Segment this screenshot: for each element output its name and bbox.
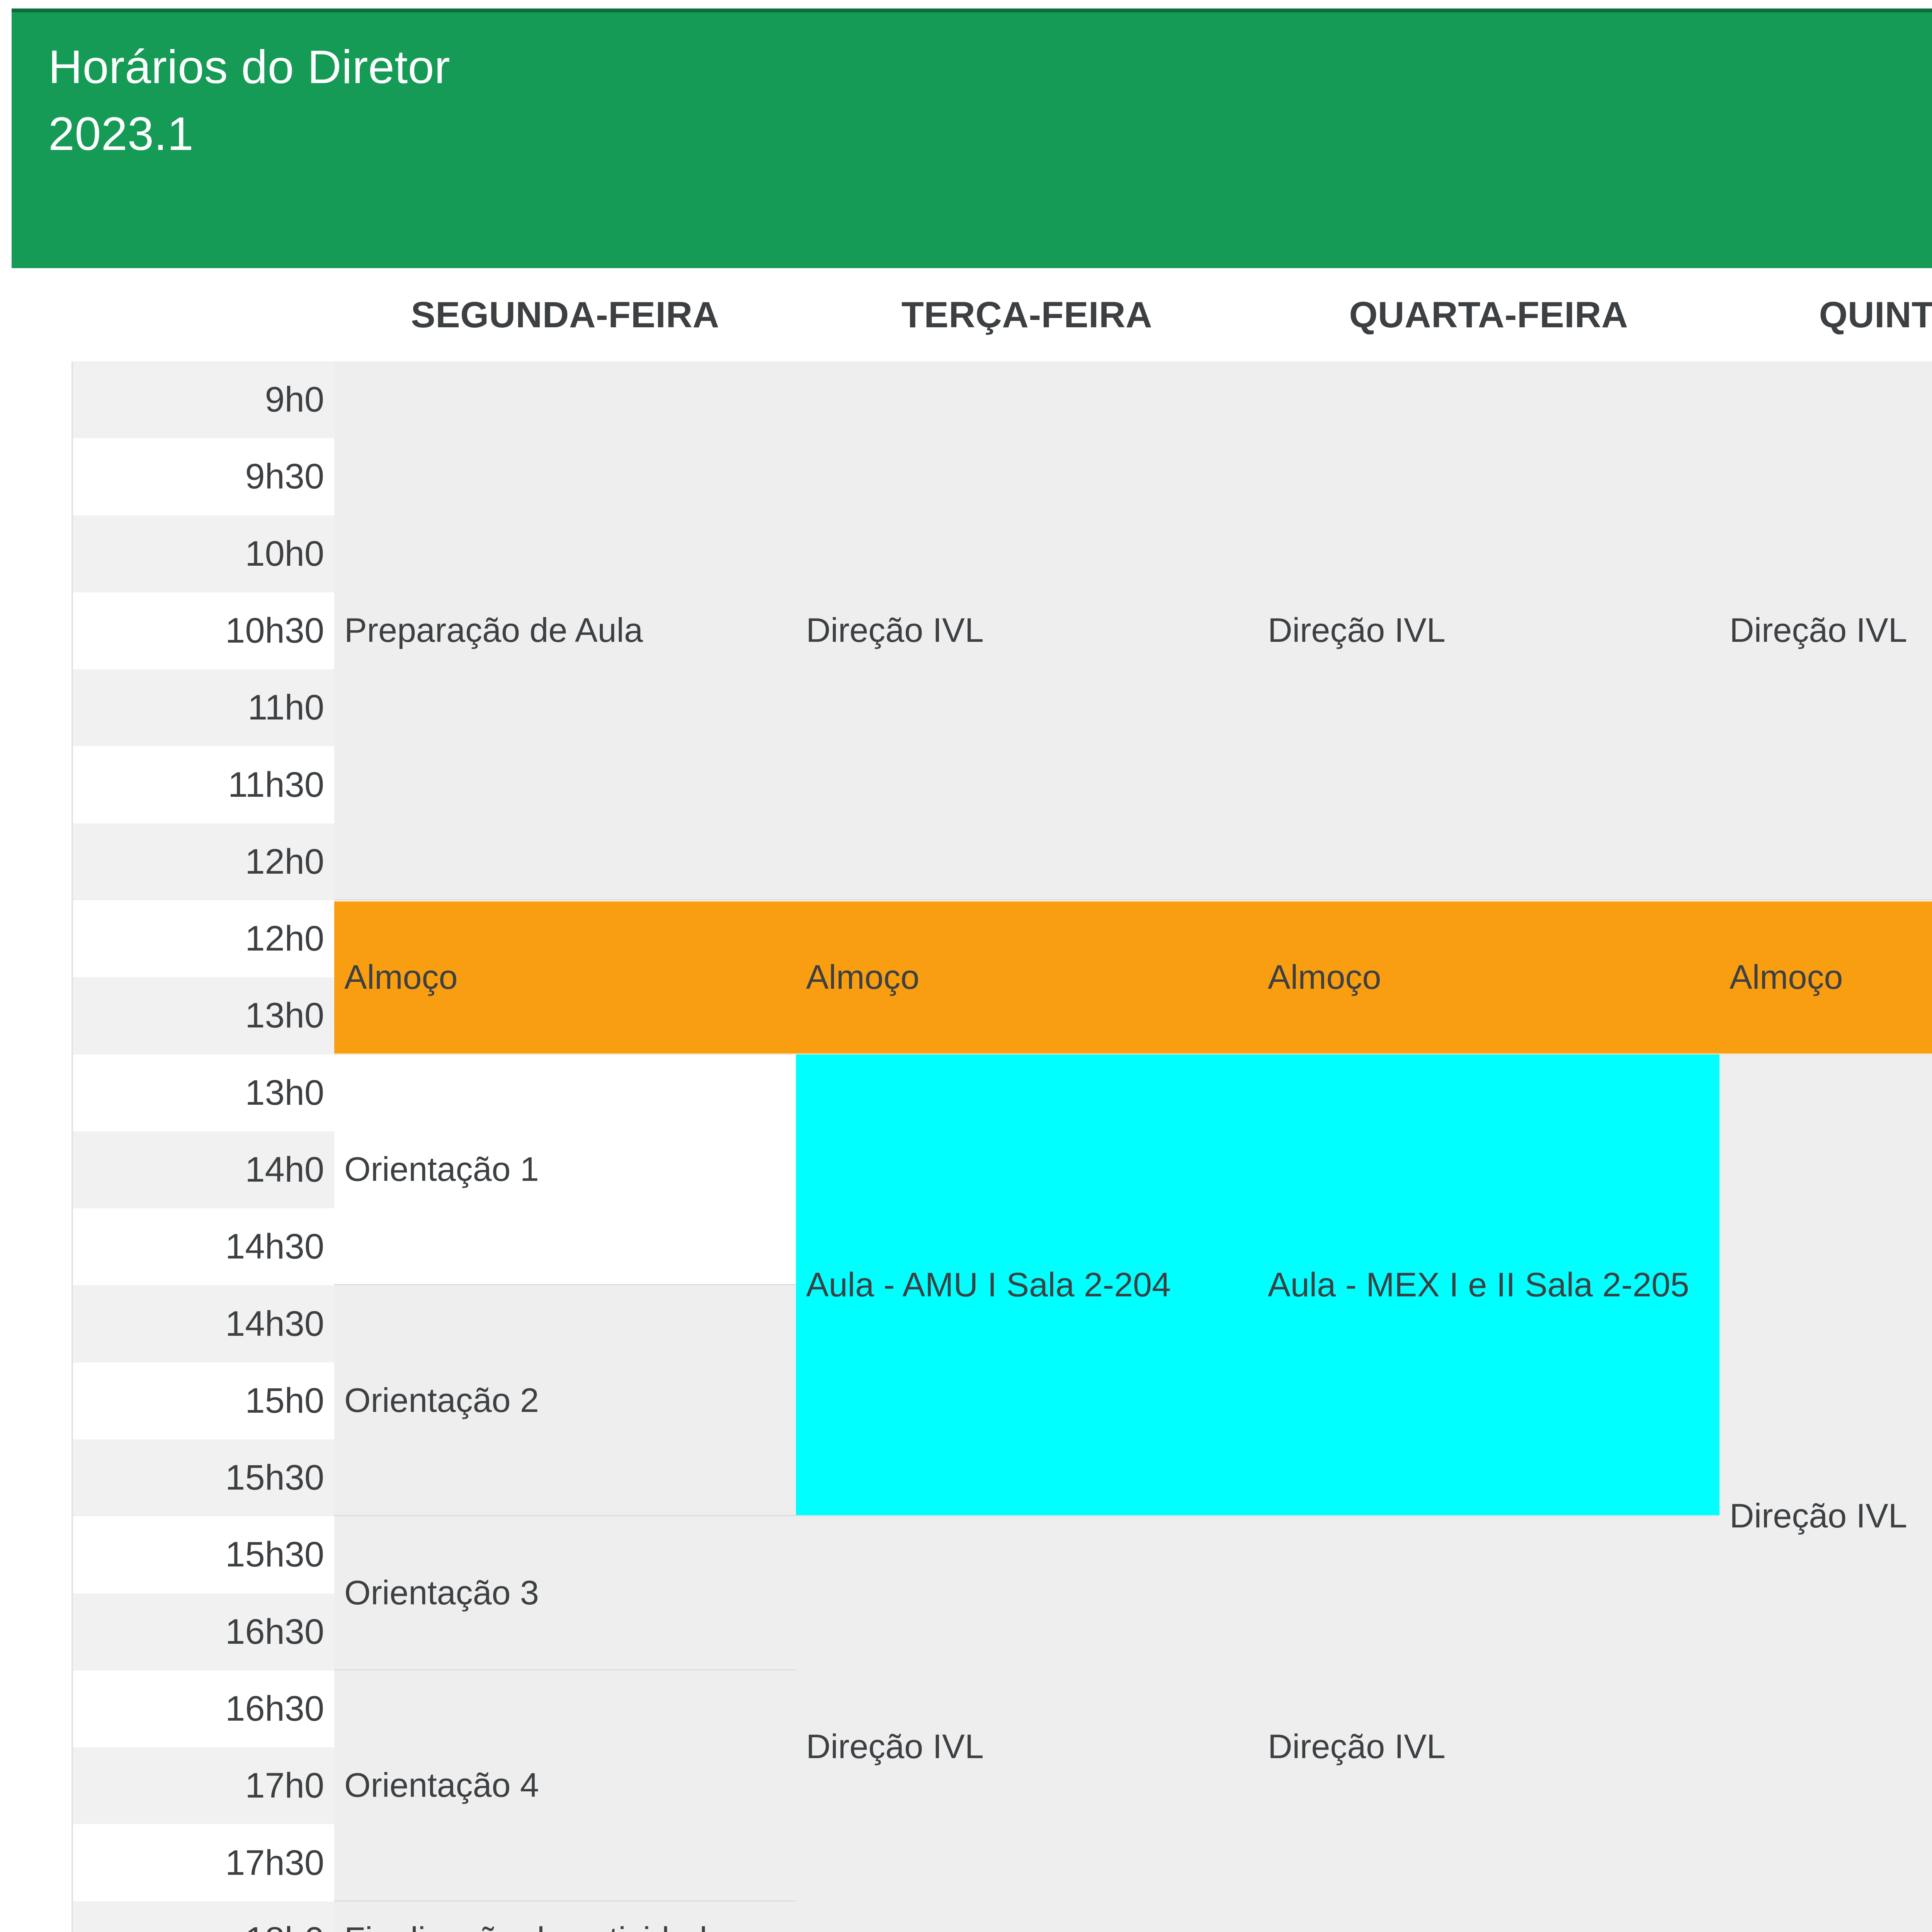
schedule-event-label: Direção IVL <box>1730 1496 1907 1535</box>
schedule-event-cell[interactable]: Aula - MEX I e II Sala 2-205 <box>1258 1054 1719 1517</box>
time-label-row: 16h30 <box>73 1593 336 1670</box>
schedule-event-label: Aula - AMU I Sala 2-204 <box>806 1265 1171 1304</box>
title-line-2: 2023.1 <box>48 107 194 160</box>
time-label-row: 15h30 <box>73 1516 336 1594</box>
time-label-row: 13h0 <box>73 977 336 1054</box>
schedule-event-label: Orientação 2 <box>344 1381 539 1419</box>
day-header-row: SEGUNDA-FEIRA TERÇA-FEIRA QUARTA-FEIRA QUIN… <box>0 270 1932 359</box>
time-column: 9h0 9h30 10h0 10h30 11h0 11h30 12h0 12h0 13h0 13h… <box>71 361 336 1932</box>
schedule-event-label: Almoço <box>1268 958 1381 997</box>
time-label-row: 10h0 <box>73 515 336 592</box>
schedule-event-label: Almoço <box>344 958 458 997</box>
schedule-event-label: Direção IVL <box>806 1727 984 1766</box>
time-label-row: 14h30 <box>73 1285 336 1362</box>
schedule-event-cell[interactable]: Almoço <box>1719 900 1932 1054</box>
schedule-event-cell[interactable]: Direção IVL <box>1258 361 1719 900</box>
schedule-event-label: Almoço <box>806 958 920 997</box>
schedule-event-cell[interactable]: Preparação de Aula <box>334 361 796 900</box>
schedule-event-cell[interactable]: Aula - AMU I Sala 2-204 <box>796 1054 1258 1517</box>
time-label-row: 9h30 <box>73 438 336 515</box>
day-column-quinta: Direção IVL Almoço Direção IVL <box>1719 361 1932 1932</box>
time-label-row: 15h0 <box>73 1362 336 1439</box>
day-column-terca: Direção IVL Almoço Aula - AMU I Sala 2-204… <box>796 361 1258 1932</box>
schedule-event-cell[interactable]: Orientação 4 <box>334 1670 796 1901</box>
schedule-event-cell[interactable]: Almoço <box>1258 900 1719 1054</box>
schedule-event-cell[interactable]: Almoço <box>334 900 796 1054</box>
schedule-event-cell[interactable]: Orientação 2 <box>334 1285 796 1517</box>
day-header-segunda: SEGUNDA-FEIRA <box>411 294 719 335</box>
day-header-quarta: QUARTA-FEIRA <box>1349 294 1628 335</box>
schedule-event-cell[interactable]: Direção IVL <box>1719 361 1932 900</box>
schedule-event-cell[interactable]: Finalização das atividades <box>334 1901 796 1932</box>
schedule-event-label: Direção IVL <box>806 611 984 649</box>
day-columns: Preparação de Aula Almoço Orientação 1 Orie… <box>334 361 1932 1932</box>
schedule-event-label: Finalização das atividades <box>344 1917 743 1932</box>
schedule-event-label: Aula - MEX I e II Sala 2-205 <box>1268 1265 1689 1304</box>
time-label-row: 10h30 <box>73 592 336 670</box>
schedule-event-cell[interactable]: Direção IVL <box>1719 1054 1932 1932</box>
schedule-event-label: Direção IVL <box>1730 611 1907 649</box>
time-label-row: 16h30 <box>73 1670 336 1748</box>
schedule-event-cell[interactable]: Orientação 3 <box>334 1516 796 1670</box>
schedule-event-label: Orientação 3 <box>344 1573 539 1612</box>
day-column-quarta: Direção IVL Almoço Aula - MEX I e II Sala … <box>1258 361 1719 1932</box>
day-header-terca: TERÇA-FEIRA <box>901 294 1153 335</box>
day-column-segunda: Preparação de Aula Almoço Orientação 1 Orie… <box>334 361 796 1932</box>
time-label-row: 14h30 <box>73 1208 336 1286</box>
time-label-row: 17h30 <box>73 1824 336 1901</box>
time-label-row: 12h0 <box>73 823 336 900</box>
schedule-grid: 9h0 9h30 10h0 10h30 11h0 11h30 12h0 12h0 13h0 13h… <box>71 361 1932 1932</box>
schedule-event-label: Preparação de Aula <box>344 611 643 649</box>
schedule-event-label: Orientação 4 <box>344 1766 539 1804</box>
title-line-1: Horários do Diretor <box>48 41 451 93</box>
time-label-row: 11h0 <box>73 669 336 747</box>
schedule-event-label: Direção IVL <box>1268 1727 1446 1766</box>
time-label-row: 18h0 <box>73 1901 336 1932</box>
time-label-row: 15h30 <box>73 1439 336 1517</box>
time-label-row: 12h0 <box>73 900 336 978</box>
schedule-event-label: Orientação 1 <box>344 1150 539 1188</box>
title-banner: Horários do Diretor 2023.1 <box>12 9 1932 268</box>
time-label-row: 11h30 <box>73 746 336 823</box>
day-header-quinta: QUINTA-FEIRA <box>1819 294 1932 335</box>
schedule-event-cell[interactable]: Direção IVL <box>796 361 1258 900</box>
schedule-event-cell[interactable]: Direção IVL <box>796 1516 1258 1932</box>
schedule-event-cell[interactable]: Almoço <box>796 900 1258 1054</box>
time-label-row: 13h0 <box>73 1054 336 1131</box>
schedule-event-label: Almoço <box>1730 958 1843 997</box>
time-label-row: 14h0 <box>73 1131 336 1209</box>
schedule-event-cell[interactable]: Direção IVL <box>1258 1516 1719 1932</box>
schedule-event-label: Direção IVL <box>1268 611 1446 649</box>
schedule-event-cell[interactable]: Orientação 1 <box>334 1054 796 1286</box>
time-label-row: 17h0 <box>73 1747 336 1825</box>
time-label-row: 9h0 <box>73 361 336 439</box>
